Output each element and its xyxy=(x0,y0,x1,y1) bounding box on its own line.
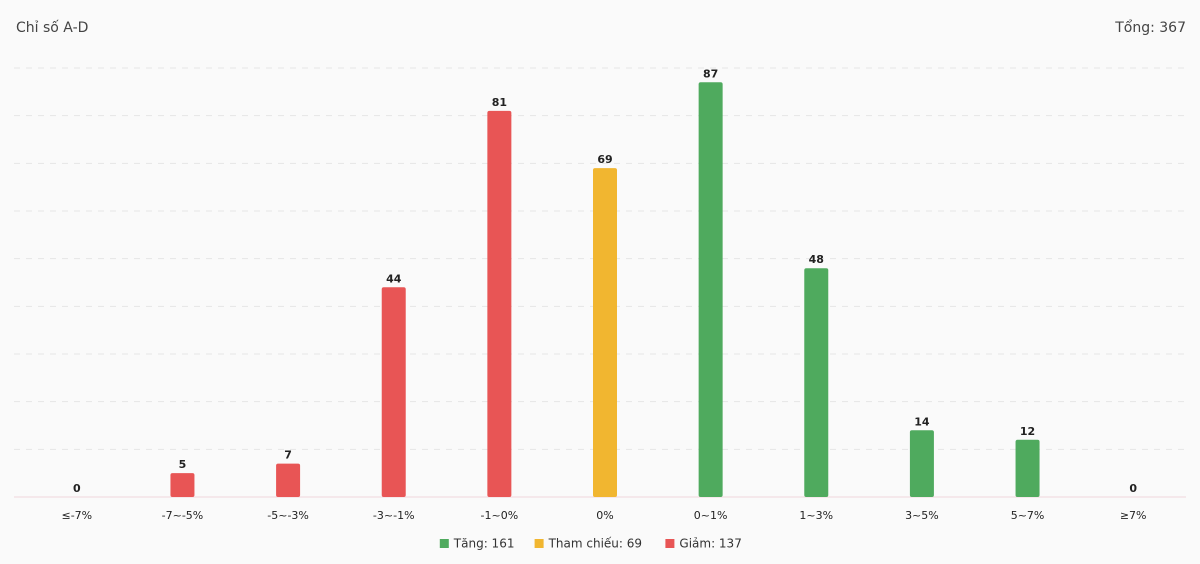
legend-swatch xyxy=(534,539,544,548)
value-label: 7 xyxy=(284,449,292,462)
bar xyxy=(381,287,406,497)
x-tick-label: -1~0% xyxy=(481,509,519,522)
value-label: 0 xyxy=(73,482,81,495)
x-tick-label: ≥7% xyxy=(1120,509,1147,522)
bar xyxy=(170,473,195,497)
bar xyxy=(804,268,829,497)
legend-label: Tăng: 161 xyxy=(453,537,515,551)
value-label: 14 xyxy=(914,415,930,428)
bar xyxy=(487,110,512,498)
x-tick-label: -7~-5% xyxy=(162,509,204,522)
x-tick-label: -5~-3% xyxy=(267,509,309,522)
legend-swatch xyxy=(439,539,449,548)
x-tick-label: 3~5% xyxy=(905,509,939,522)
x-tick-label: ≤-7% xyxy=(61,509,92,522)
bar xyxy=(593,168,617,497)
chart-title: Chỉ số A-D xyxy=(16,19,88,36)
value-label: 48 xyxy=(809,253,824,266)
bar xyxy=(276,463,301,497)
value-label: 87 xyxy=(703,67,718,80)
value-label: 69 xyxy=(597,153,612,166)
value-label: 0 xyxy=(1129,482,1137,495)
value-label: 44 xyxy=(386,272,402,285)
x-tick-label: -3~-1% xyxy=(373,509,415,522)
value-label: 5 xyxy=(179,458,187,471)
legend-label: Tham chiếu: 69 xyxy=(548,537,642,551)
bar xyxy=(698,82,723,498)
value-label: 81 xyxy=(492,96,507,109)
x-tick-label: 1~3% xyxy=(799,509,833,522)
bar xyxy=(1015,439,1040,497)
x-tick-label: 0~1% xyxy=(694,509,728,522)
x-tick-label: 0% xyxy=(596,509,613,522)
legend-label: Giảm: 137 xyxy=(679,537,741,551)
value-label: 12 xyxy=(1020,425,1035,438)
x-tick-label: 5~7% xyxy=(1011,509,1045,522)
bar xyxy=(909,430,934,497)
legend-swatch xyxy=(665,539,675,548)
total-label: Tổng: 367 xyxy=(1114,19,1186,36)
